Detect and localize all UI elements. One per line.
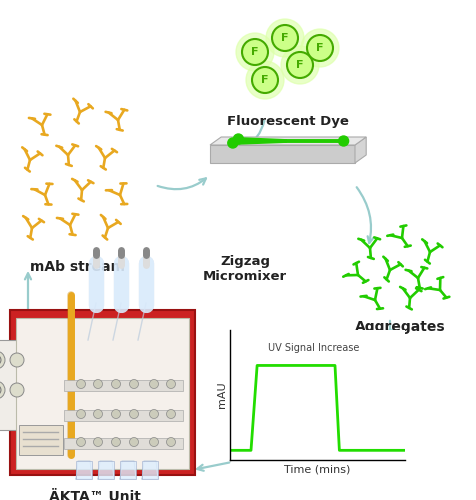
Text: Fluorescent Dye: Fluorescent Dye [227,115,349,128]
FancyBboxPatch shape [98,461,114,479]
Text: Zigzag
Micromixer: Zigzag Micromixer [203,255,287,283]
Circle shape [129,380,139,388]
Circle shape [242,39,268,65]
Circle shape [287,52,313,78]
Circle shape [167,410,176,418]
Circle shape [10,353,24,367]
Circle shape [149,438,159,446]
FancyBboxPatch shape [63,410,182,420]
Circle shape [252,67,278,93]
FancyBboxPatch shape [19,425,63,455]
Text: Aggregates: Aggregates [355,320,446,334]
Circle shape [307,35,333,61]
FancyBboxPatch shape [10,310,195,475]
FancyBboxPatch shape [76,461,92,479]
Circle shape [0,355,1,365]
Polygon shape [210,137,366,145]
Circle shape [93,438,102,446]
Circle shape [233,134,243,144]
FancyBboxPatch shape [0,340,37,430]
Circle shape [129,438,139,446]
Circle shape [167,380,176,388]
Circle shape [266,19,304,57]
FancyBboxPatch shape [63,380,182,390]
Circle shape [77,380,86,388]
Text: F: F [316,43,324,53]
Circle shape [0,385,1,395]
FancyBboxPatch shape [16,318,189,469]
Polygon shape [210,145,355,163]
Circle shape [77,410,86,418]
Circle shape [149,410,159,418]
Circle shape [10,383,24,397]
Text: F: F [251,47,259,57]
Circle shape [272,25,298,51]
Circle shape [281,46,319,84]
Circle shape [338,136,348,146]
FancyBboxPatch shape [142,461,158,479]
Text: mAb stream: mAb stream [30,260,126,274]
Circle shape [246,61,284,99]
Polygon shape [355,137,366,163]
Circle shape [129,410,139,418]
FancyBboxPatch shape [63,438,182,448]
Circle shape [111,380,120,388]
FancyBboxPatch shape [120,461,136,479]
Circle shape [0,381,5,399]
Circle shape [93,410,102,418]
Text: F: F [261,75,269,85]
Text: UV Signal Increase: UV Signal Increase [268,343,360,353]
X-axis label: Time (mins): Time (mins) [284,464,351,474]
Y-axis label: mAU: mAU [217,382,227,408]
Circle shape [111,410,120,418]
Circle shape [0,351,5,369]
Circle shape [77,438,86,446]
Circle shape [167,438,176,446]
Text: ÄKTA™ Unit: ÄKTA™ Unit [49,490,141,500]
Text: F: F [281,33,289,43]
Circle shape [236,33,274,71]
Circle shape [111,438,120,446]
Circle shape [301,29,339,67]
Circle shape [228,138,238,148]
Text: F: F [296,60,304,70]
Circle shape [149,380,159,388]
Circle shape [93,380,102,388]
